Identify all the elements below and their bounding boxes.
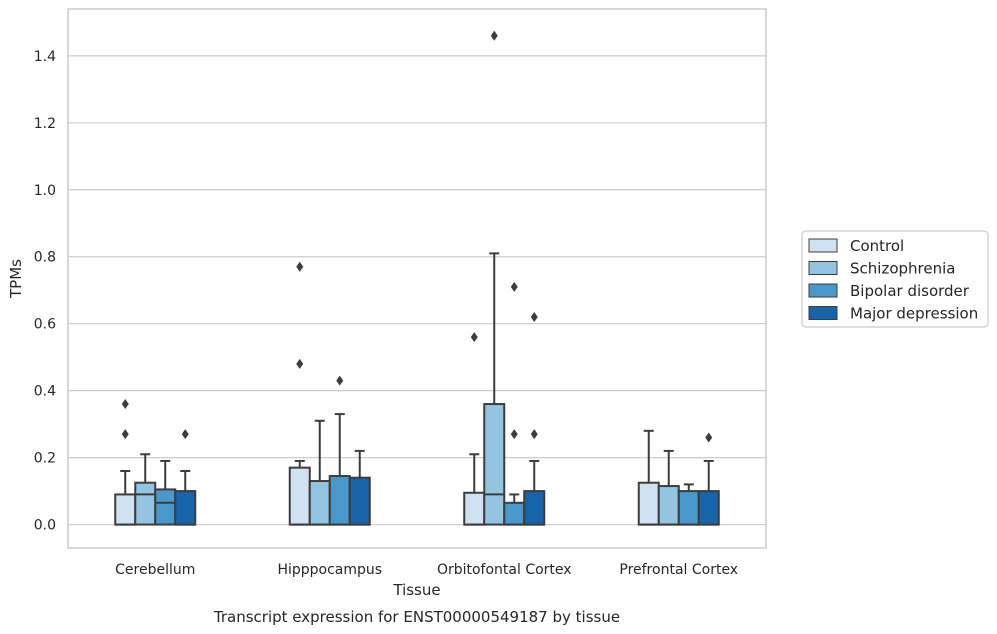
outlier-point [470,332,478,343]
box-group [348,449,371,526]
box [637,481,660,526]
y-tick-label: 1.0 [34,183,56,199]
outlier-point [181,429,189,440]
outlier-point [510,429,518,440]
legend-swatch [808,261,838,275]
x-tick-label: Cerebellum [115,562,195,578]
box-group [308,419,331,526]
box-group [288,261,311,526]
y-axis-ticks: 0.0 0.2 0.4 0.6 0.8 1.0 1.2 1.4 [34,49,56,534]
box [328,475,351,526]
legend-frame [801,230,989,328]
box [288,466,311,526]
box-group [637,429,660,526]
box-series-group [114,30,720,526]
legend-label: Schizophrenia [850,260,955,278]
box-group [523,312,546,526]
chart-caption: Transcript expression for ENST0000054918… [213,608,620,626]
box [174,490,197,526]
legend-label: Major depression [850,305,978,323]
x-tick-label: Orbitofontal Cortex [437,562,572,578]
box-group [114,399,137,526]
legend-swatch [808,283,838,298]
legend-label: Control [850,237,904,255]
box [523,490,546,526]
box [677,490,700,526]
y-tick-label: 1.2 [34,116,56,132]
box-group [174,429,197,526]
box-group [483,30,506,526]
box [308,480,331,526]
x-tick-label: Prefrontal Cortex [619,562,738,578]
legend: Control Schizophrenia Bipolar disorder Majo… [801,230,989,328]
x-axis-label: Tissue [392,581,440,599]
x-tick-label: Hipppocampus [277,562,382,578]
y-tick-label: 0.0 [34,518,56,534]
box [483,403,506,526]
box [134,481,157,526]
y-tick-label: 0.8 [34,250,56,266]
box-group [503,281,526,526]
box-group [134,453,157,526]
box [657,485,680,526]
box [503,501,526,526]
outlier-point [296,358,304,369]
outlier-point [705,432,713,443]
outlier-point [530,429,538,440]
y-axis-label: TPMs [7,259,25,299]
outlier-point [336,375,344,386]
box-group [328,375,351,526]
plot-area-frame [67,8,767,549]
box-group [657,449,680,526]
outlier-point [121,399,129,410]
box-group [463,332,486,526]
y-tick-label: 0.6 [34,317,56,333]
outlier-point [530,312,538,322]
x-axis-ticks: Cerebellum Hipppocampus Orbitofontal Corte… [115,562,738,578]
box-group [154,459,177,526]
outlier-point [510,281,518,292]
outlier-point [490,30,498,41]
box-group [697,432,720,526]
box [114,493,137,526]
gridlines [68,55,766,526]
outlier-point [121,429,129,440]
legend-swatch [808,238,838,253]
box [348,476,371,526]
y-tick-label: 0.4 [34,384,56,400]
y-tick-label: 0.2 [34,451,56,467]
box-group [677,483,700,526]
box [463,491,486,526]
box [697,490,720,526]
outlier-point [296,261,304,272]
legend-label: Bipolar disorder [850,282,970,300]
box [154,488,177,526]
legend-swatch [808,306,838,320]
y-tick-label: 1.4 [34,49,56,65]
